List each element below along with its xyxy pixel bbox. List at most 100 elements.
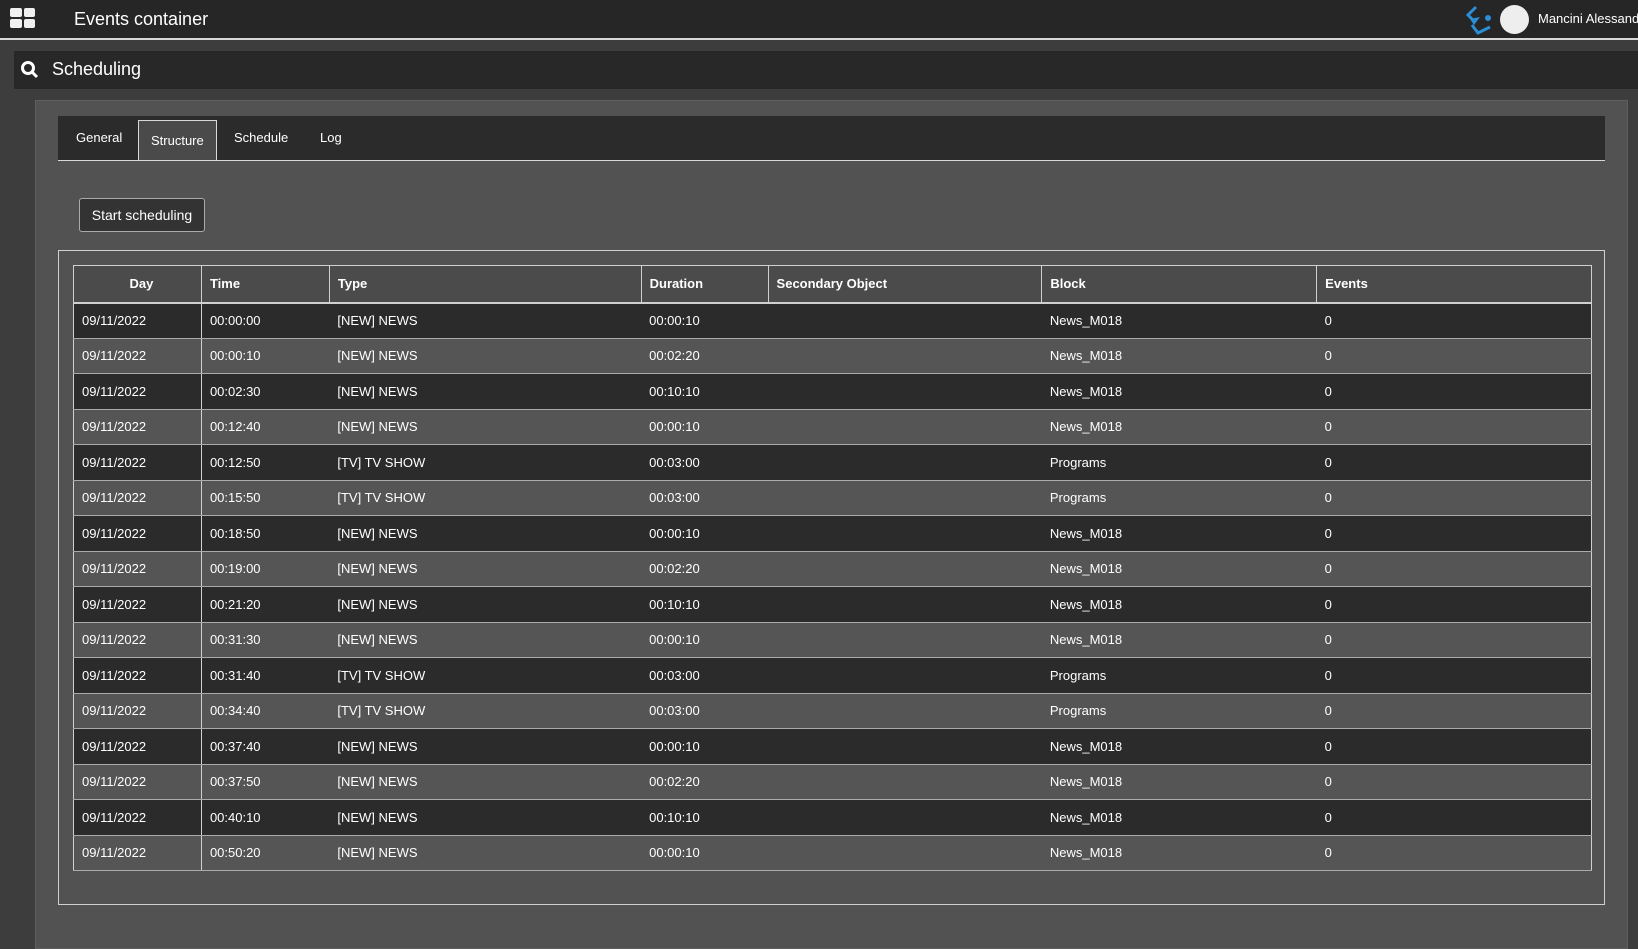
- tab-schedule[interactable]: Schedule: [234, 130, 289, 145]
- table-row[interactable]: 09/11/2022 00:02:30 [NEW] NEWS 00:10:10 News…: [73, 373, 1592, 410]
- table-row[interactable]: 09/11/2022 00:12:50 [TV] TV SHOW 00:03:00 Pr…: [73, 444, 1592, 481]
- cell-duration: 00:10:10: [641, 799, 769, 836]
- search-bar: Scheduling: [14, 51, 1638, 89]
- tab-log[interactable]: Log: [320, 130, 342, 145]
- cell-duration: 00:00:10: [641, 515, 769, 552]
- cell-time: 00:37:50: [201, 764, 330, 800]
- cell-events: 0: [1316, 409, 1592, 445]
- table-row[interactable]: 09/11/2022 00:50:20 [NEW] NEWS 00:00:10 News…: [73, 835, 1592, 871]
- cell-block: News_M018: [1041, 586, 1317, 623]
- cell-time: 00:00:10: [201, 338, 330, 374]
- cell-block: News_M018: [1041, 622, 1317, 658]
- cell-secondary-object: [768, 764, 1042, 800]
- cell-time: 00:21:20: [201, 586, 330, 623]
- cell-day: 09/11/2022: [73, 480, 202, 516]
- cell-type: [NEW] NEWS: [329, 799, 642, 836]
- brand-logo-icon: [1466, 5, 1491, 35]
- column-header-duration[interactable]: Duration: [640, 265, 769, 304]
- cell-secondary-object: [768, 657, 1042, 694]
- cell-time: 00:18:50: [201, 515, 330, 552]
- cell-type: [NEW] NEWS: [329, 835, 642, 871]
- main-panel: General Structure Schedule Log Start sch…: [35, 100, 1628, 949]
- column-header-day[interactable]: Day: [73, 265, 202, 304]
- cell-duration: 00:00:10: [641, 622, 769, 658]
- column-header-time[interactable]: Time: [200, 265, 330, 304]
- cell-duration: 00:10:10: [641, 373, 769, 410]
- cell-duration: 00:03:00: [641, 444, 769, 481]
- cell-day: 09/11/2022: [73, 302, 202, 339]
- cell-events: 0: [1316, 586, 1592, 623]
- cell-secondary-object: [768, 373, 1042, 410]
- apps-grid-icon[interactable]: [10, 8, 35, 28]
- cell-day: 09/11/2022: [73, 728, 202, 765]
- table-row[interactable]: 09/11/2022 00:31:40 [TV] TV SHOW 00:03:00 Pr…: [73, 657, 1592, 694]
- cell-day: 09/11/2022: [73, 622, 202, 658]
- cell-type: [NEW] NEWS: [329, 728, 642, 765]
- cell-day: 09/11/2022: [73, 586, 202, 623]
- table-row[interactable]: 09/11/2022 00:15:50 [TV] TV SHOW 00:03:00 Pr…: [73, 480, 1592, 516]
- cell-block: Programs: [1041, 480, 1317, 516]
- column-header-block[interactable]: Block: [1041, 265, 1318, 304]
- table-row[interactable]: 09/11/2022 00:34:40 [TV] TV SHOW 00:03:00 Pr…: [73, 693, 1592, 729]
- cell-duration: 00:00:10: [641, 728, 769, 765]
- table-row[interactable]: 09/11/2022 00:00:10 [NEW] NEWS 00:02:20 News…: [73, 338, 1592, 374]
- cell-time: 00:50:20: [201, 835, 330, 871]
- table-row[interactable]: 09/11/2022 00:12:40 [NEW] NEWS 00:00:10 News…: [73, 409, 1592, 445]
- cell-secondary-object: [768, 444, 1042, 481]
- cell-day: 09/11/2022: [73, 338, 202, 374]
- cell-type: [NEW] NEWS: [329, 515, 642, 552]
- cell-day: 09/11/2022: [73, 657, 202, 694]
- table-row[interactable]: 09/11/2022 00:37:50 [NEW] NEWS 00:02:20 News…: [73, 764, 1592, 800]
- cell-type: [NEW] NEWS: [329, 338, 642, 374]
- table-row[interactable]: 09/11/2022 00:21:20 [NEW] NEWS 00:10:10 News…: [73, 586, 1592, 623]
- cell-events: 0: [1316, 373, 1592, 410]
- cell-duration: 00:02:20: [641, 551, 769, 587]
- avatar[interactable]: [1500, 5, 1529, 34]
- cell-block: News_M018: [1041, 373, 1317, 410]
- search-icon[interactable]: [20, 60, 40, 80]
- table-row[interactable]: 09/11/2022 00:37:40 [NEW] NEWS 00:00:10 News…: [73, 728, 1592, 765]
- table-row[interactable]: 09/11/2022 00:18:50 [NEW] NEWS 00:00:10 News…: [73, 515, 1592, 552]
- cell-events: 0: [1316, 480, 1592, 516]
- cell-duration: 00:03:00: [641, 480, 769, 516]
- table-row[interactable]: 09/11/2022 00:31:30 [NEW] NEWS 00:00:10 News…: [73, 622, 1592, 658]
- cell-events: 0: [1316, 764, 1592, 800]
- cell-secondary-object: [768, 338, 1042, 374]
- top-bar: Events container Mancini Alessand: [0, 0, 1638, 40]
- cell-secondary-object: [768, 693, 1042, 729]
- cell-events: 0: [1316, 835, 1592, 871]
- cell-duration: 00:10:10: [641, 586, 769, 623]
- cell-block: News_M018: [1041, 302, 1317, 339]
- cell-events: 0: [1316, 338, 1592, 374]
- column-header-secondary-object[interactable]: Secondary Object: [767, 265, 1043, 304]
- cell-secondary-object: [768, 622, 1042, 658]
- cell-day: 09/11/2022: [73, 799, 202, 836]
- cell-events: 0: [1316, 551, 1592, 587]
- cell-duration: 00:02:20: [641, 764, 769, 800]
- cell-type: [TV] TV SHOW: [329, 657, 642, 694]
- cell-time: 00:02:30: [201, 373, 330, 410]
- column-header-type[interactable]: Type: [328, 265, 642, 304]
- tab-general[interactable]: General: [76, 130, 123, 145]
- cell-duration: 00:00:10: [641, 409, 769, 445]
- column-header-events[interactable]: Events: [1316, 265, 1592, 304]
- user-name[interactable]: Mancini Alessand: [1538, 11, 1638, 26]
- cell-events: 0: [1316, 657, 1592, 694]
- cell-type: [NEW] NEWS: [329, 622, 642, 658]
- app-title: Events container: [74, 9, 209, 29]
- cell-secondary-object: [768, 586, 1042, 623]
- cell-secondary-object: [768, 799, 1042, 836]
- cell-day: 09/11/2022: [73, 835, 202, 871]
- table-row[interactable]: 09/11/2022 00:19:00 [NEW] NEWS 00:02:20 News…: [73, 551, 1592, 587]
- cell-type: [TV] TV SHOW: [329, 693, 642, 729]
- cell-type: [TV] TV SHOW: [329, 480, 642, 516]
- start-scheduling-button[interactable]: Start scheduling: [79, 198, 205, 232]
- cell-block: News_M018: [1041, 515, 1317, 552]
- tab-structure[interactable]: Structure: [138, 120, 217, 160]
- cell-duration: 00:00:10: [641, 302, 769, 339]
- table-row[interactable]: 09/11/2022 00:00:00 [NEW] NEWS 00:00:10 News…: [73, 302, 1592, 339]
- cell-events: 0: [1316, 799, 1592, 836]
- cell-block: Programs: [1041, 657, 1317, 694]
- cell-type: [TV] TV SHOW: [329, 444, 642, 481]
- table-row[interactable]: 09/11/2022 00:40:10 [NEW] NEWS 00:10:10 News…: [73, 799, 1592, 836]
